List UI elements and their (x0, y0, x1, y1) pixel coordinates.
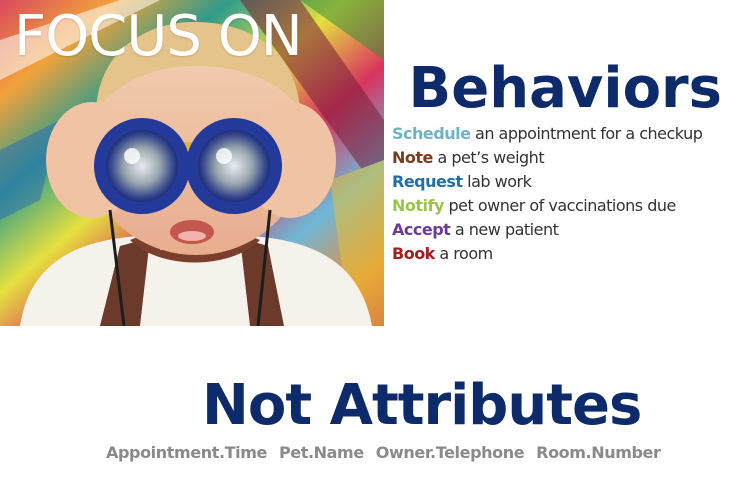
behavior-text: an appointment for a checkup (470, 124, 703, 143)
behavior-item-request: Request lab work (392, 170, 748, 194)
behavior-verb: Notify (392, 196, 444, 215)
attribute-item: Owner.Telephone (375, 443, 525, 462)
focus-on-title: FOCUS ON (14, 4, 303, 69)
not-attributes-title: Not Attributes (202, 373, 642, 438)
attribute-item: Room.Number (536, 443, 661, 462)
behavior-verb: Schedule (392, 124, 471, 143)
child-with-binoculars-photo (0, 0, 384, 326)
behavior-verb: Note (392, 148, 433, 167)
behavior-verb: Book (392, 244, 435, 263)
behavior-item-notify: Notify pet owner of vaccinations due (392, 194, 748, 218)
behavior-text: pet owner of vaccinations due (443, 196, 676, 215)
photo-illustration (0, 0, 384, 326)
behavior-item-accept: Accept a new patient (392, 218, 748, 242)
behavior-text: a new patient (450, 220, 559, 239)
behavior-item-note: Note a pet’s weight (392, 146, 748, 170)
behavior-item-schedule: Schedule an appointment for a checkup (392, 122, 748, 146)
behavior-item-book: Book a room (392, 242, 748, 266)
behavior-text: lab work (462, 172, 532, 191)
attribute-item: Pet.Name (278, 443, 364, 462)
attribute-list: Appointment.Time Pet.Name Owner.Telephon… (106, 442, 661, 464)
behavior-list: Schedule an appointment for a checkup No… (392, 122, 748, 266)
behavior-text: a pet’s weight (432, 148, 545, 167)
behavior-verb: Request (392, 172, 463, 191)
attribute-item: Appointment.Time (106, 443, 267, 462)
behavior-text: a room (434, 244, 493, 263)
behaviors-title: Behaviors (408, 56, 722, 121)
behavior-verb: Accept (392, 220, 451, 239)
